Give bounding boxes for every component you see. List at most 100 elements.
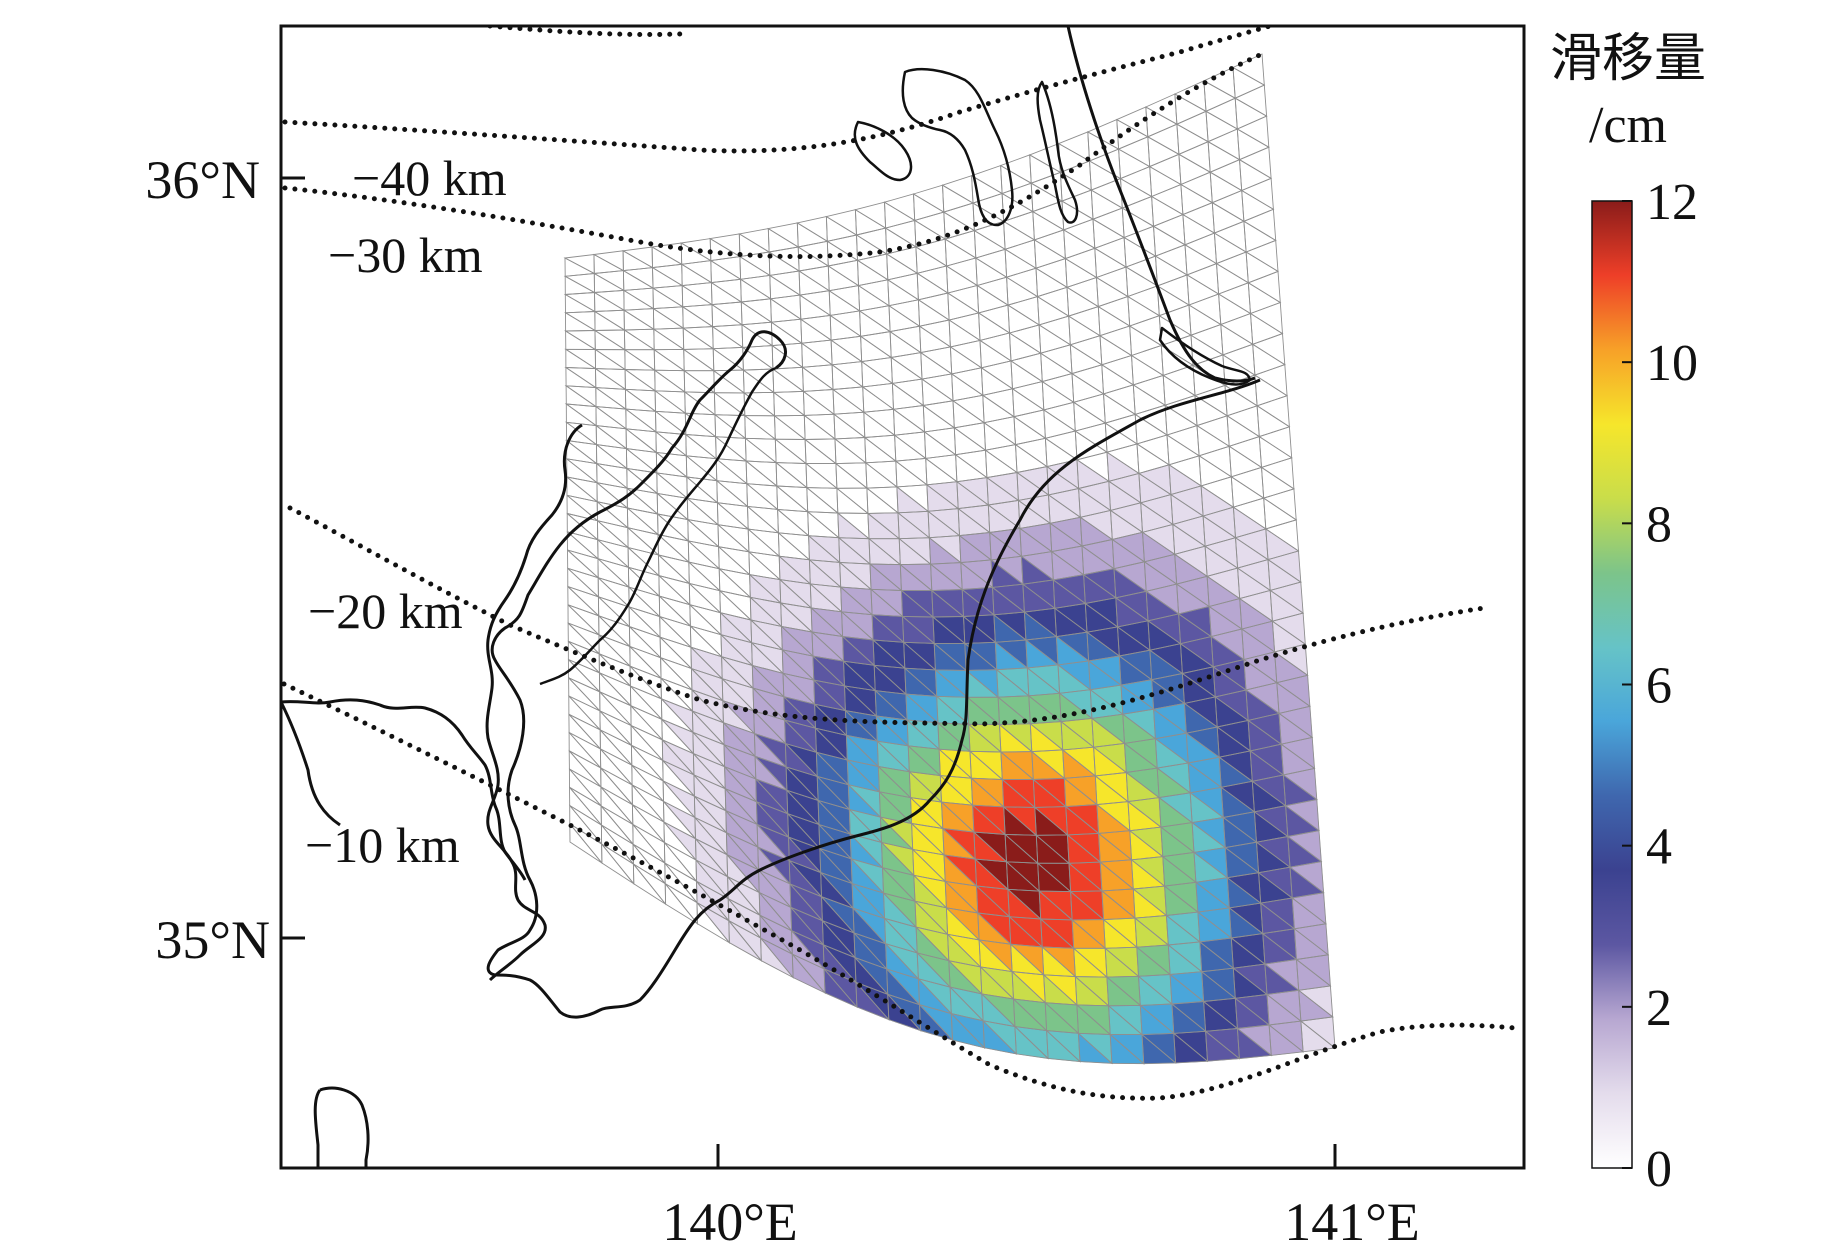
- mesh-triangle: [950, 367, 984, 397]
- mesh-triangle: [1135, 434, 1170, 466]
- mesh-triangle: [629, 684, 663, 720]
- mesh-triangle: [860, 356, 893, 385]
- mesh-triangle: [1218, 293, 1252, 326]
- mesh-triangle: [594, 348, 627, 370]
- boso-peninsula-coast: [486, 330, 1261, 1019]
- mesh-triangle: [654, 389, 687, 414]
- mesh-triangle: [594, 329, 627, 351]
- mesh-triangle: [895, 460, 929, 488]
- mesh-triangle: [685, 433, 718, 460]
- mesh-triangle: [684, 390, 717, 416]
- mesh-triangle: [568, 749, 602, 788]
- mesh-triangle: [887, 299, 921, 328]
- mesh-triangle: [622, 269, 655, 291]
- mesh-triangle: [1205, 110, 1239, 143]
- mesh-triangle: [655, 410, 688, 436]
- mesh-triangle: [861, 360, 894, 388]
- mesh-triangle: [942, 202, 975, 232]
- mesh-triangle: [744, 414, 777, 440]
- mesh-triangle: [918, 319, 951, 348]
- mesh-triangle: [657, 512, 690, 542]
- mesh-triangle: [657, 533, 690, 563]
- mesh-triangle: [1184, 243, 1218, 276]
- mesh-triangle: [801, 342, 834, 368]
- mesh-triangle: [1268, 1024, 1305, 1056]
- mesh-triangle: [682, 305, 714, 329]
- mesh-triangle: [1070, 364, 1105, 395]
- axis-labels: 36°N 35°N 140°E 141°E: [145, 150, 1419, 1252]
- mesh-triangle: [595, 367, 627, 390]
- mesh-triangle: [1130, 344, 1164, 377]
- mesh-triangle: [681, 263, 713, 287]
- lake-inba: [853, 120, 913, 182]
- mesh-triangle: [716, 479, 749, 508]
- mesh-triangle: [796, 216, 828, 243]
- colorbar-title-line2: /cm: [1589, 97, 1667, 154]
- mesh-triangle: [1063, 229, 1096, 260]
- mesh-triangle: [1011, 381, 1045, 411]
- mesh-triangle: [598, 652, 631, 687]
- mesh-triangle: [1118, 148, 1151, 180]
- mesh-triangle: [974, 248, 1008, 279]
- mesh-triangle: [981, 388, 1015, 418]
- mesh-triangle: [1147, 136, 1180, 168]
- mesh-triangle: [806, 486, 840, 514]
- mesh-triangle: [1213, 220, 1247, 253]
- mesh-triangle: [599, 747, 633, 786]
- mesh-triangle: [774, 414, 807, 440]
- mesh-triangle: [623, 309, 656, 331]
- mesh-triangle: [1230, 466, 1265, 499]
- mesh-triangle: [1034, 257, 1068, 289]
- mesh-triangle: [652, 287, 685, 310]
- mesh-triangle: [1098, 325, 1133, 357]
- mesh-triangle: [768, 270, 801, 296]
- mesh-triangle: [887, 278, 920, 307]
- mesh-triangle: [796, 222, 829, 248]
- depth-label-40: −40 km: [352, 150, 507, 206]
- mesh-triangle: [715, 457, 749, 485]
- mesh-triangle: [945, 257, 978, 287]
- mesh-triangle: [891, 382, 925, 410]
- mesh-triangle: [858, 305, 891, 333]
- kashima-coast: [1066, 26, 1256, 383]
- mesh-triangle: [1251, 332, 1286, 366]
- mesh-triangle: [1245, 251, 1280, 284]
- colorbar: 滑移量 /cm 12 10 8 6 4 2 0: [1550, 31, 1706, 1198]
- mesh-triangle: [1008, 324, 1042, 355]
- mesh-triangle: [770, 321, 803, 347]
- depth-contour-10km: [281, 681, 1518, 1101]
- mesh-triangle: [1039, 344, 1073, 375]
- mesh-triangle: [624, 348, 657, 371]
- mesh-triangle: [744, 437, 778, 464]
- mesh-triangle: [859, 331, 892, 359]
- lake-kasumigaura: [901, 68, 1014, 227]
- mesh-triangle: [866, 487, 900, 514]
- mesh-triangle: [836, 487, 870, 514]
- mesh-triangle: [1038, 315, 1071, 346]
- mesh-triangle: [1187, 293, 1222, 326]
- mesh-triangle: [567, 585, 600, 617]
- mesh-triangle: [711, 303, 744, 328]
- mesh-triangle: [1009, 352, 1043, 383]
- mesh-triangle: [829, 314, 862, 341]
- mesh-triangle: [767, 222, 799, 248]
- mesh-triangle: [688, 561, 722, 592]
- mesh-triangle: [1094, 247, 1128, 279]
- mesh-triangle: [1258, 426, 1293, 459]
- mesh-triangle: [1228, 435, 1263, 469]
- colorbar-title-line1: 滑移量: [1550, 31, 1706, 88]
- mesh-triangle: [918, 1003, 954, 1041]
- mesh-triangle: [800, 318, 833, 344]
- mesh-triangle: [1247, 270, 1281, 304]
- mesh-triangle: [747, 505, 780, 534]
- mesh-triangle: [1203, 80, 1237, 112]
- mesh-triangle: [946, 265, 979, 294]
- mesh-triangle: [803, 414, 837, 440]
- mesh-triangle: [941, 175, 974, 204]
- axis-ticks: [281, 176, 1337, 1168]
- mesh-triangle: [978, 332, 1012, 362]
- mesh-triangle: [715, 435, 748, 462]
- mesh-triangle: [1091, 207, 1125, 239]
- mesh-triangle: [829, 310, 862, 338]
